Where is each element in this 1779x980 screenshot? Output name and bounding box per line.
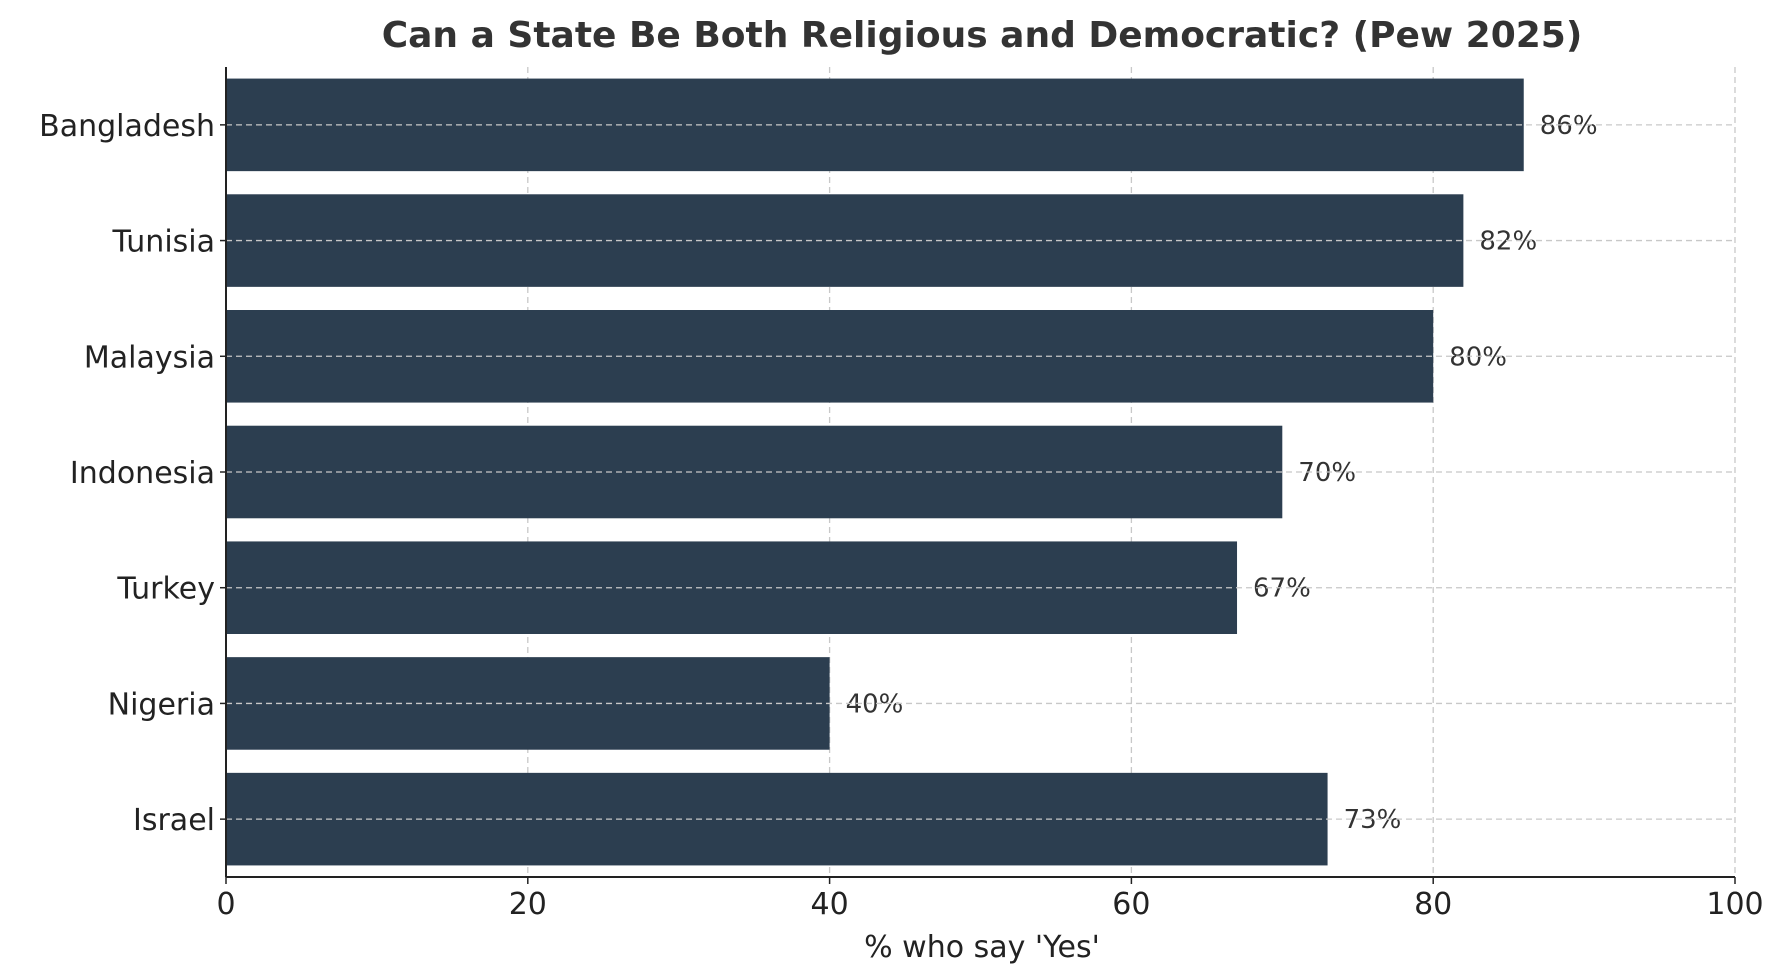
category-label-nigeria: Nigeria — [108, 687, 215, 722]
category-label-tunisia: Tunisia — [112, 225, 215, 260]
value-label-bangladesh: 86% — [1540, 111, 1598, 141]
value-label-israel: 73% — [1344, 805, 1402, 835]
axes-layer: Bangladesh Tunisia Malaysia Indonesia Turkey… — [39, 67, 1764, 922]
bars-layer: 86% 82% 80% 70% 67% 40% 73% — [226, 78, 1735, 866]
category-label-malaysia: Malaysia — [84, 340, 215, 375]
x-tick-label: 60 — [1112, 887, 1150, 922]
chart-title: Can a State Be Both Religious and Democr… — [382, 15, 1583, 56]
category-label-indonesia: Indonesia — [70, 456, 215, 491]
category-label-bangladesh: Bangladesh — [39, 109, 215, 144]
x-axis-title: % who say 'Yes' — [864, 930, 1100, 965]
x-tick-label: 80 — [1414, 887, 1452, 922]
value-label-malaysia: 80% — [1449, 342, 1507, 372]
x-tick-label: 20 — [509, 887, 547, 922]
value-label-tunisia: 82% — [1479, 227, 1537, 257]
x-tick-label: 0 — [216, 887, 235, 922]
category-label-turkey: Turkey — [116, 572, 215, 607]
x-tick-label: 100 — [1706, 887, 1763, 922]
category-label-israel: Israel — [133, 803, 215, 838]
bar-indonesia — [226, 425, 1283, 519]
value-label-indonesia: 70% — [1298, 458, 1356, 488]
value-label-nigeria: 40% — [846, 689, 904, 719]
value-label-turkey: 67% — [1253, 574, 1311, 604]
x-tick-label: 40 — [811, 887, 849, 922]
